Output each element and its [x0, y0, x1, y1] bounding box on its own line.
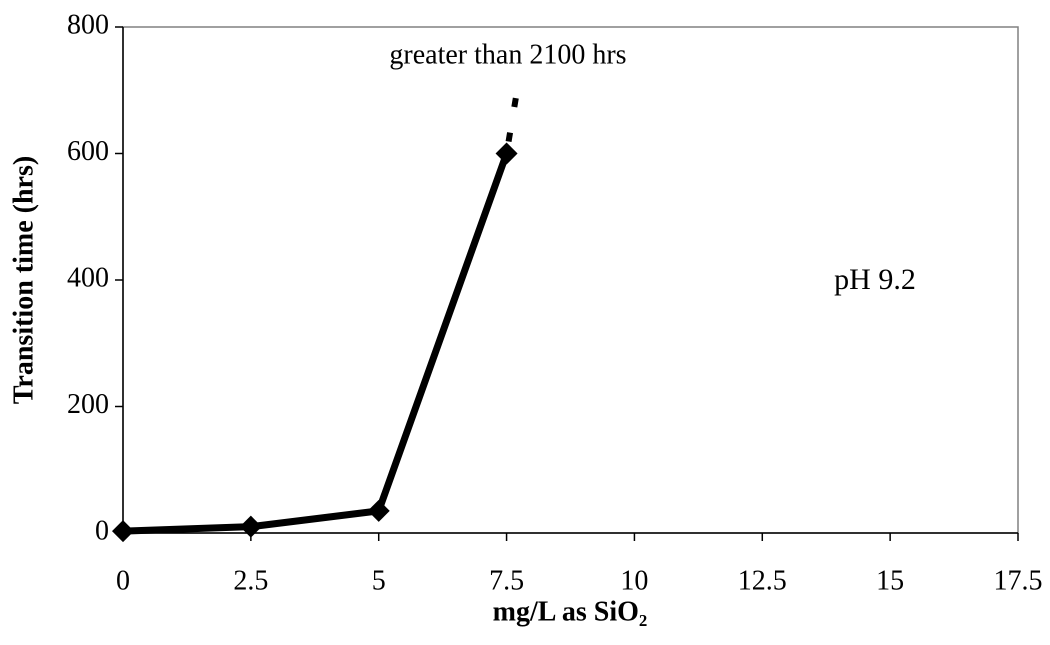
data-point: [239, 515, 262, 538]
annotation: greater than 2100 hrs: [389, 39, 626, 70]
y-tick-label: 600: [67, 136, 109, 167]
data-point: [495, 142, 518, 165]
x-tick-label: 10: [620, 565, 648, 596]
annotation: pH 9.2: [834, 263, 916, 296]
x-tick-label: 12.5: [738, 565, 787, 596]
x-axis-label: mg/L as SiO₂: [493, 596, 648, 627]
y-tick-label: 200: [67, 389, 109, 420]
y-tick-label: 0: [95, 515, 109, 546]
y-tick-label: 800: [67, 9, 109, 40]
x-tick-label: 7.5: [489, 565, 524, 596]
x-tick-label: 2.5: [233, 565, 268, 596]
data-point: [112, 520, 134, 543]
continuation: [505, 93, 520, 142]
x-tick-label: 5: [372, 565, 386, 596]
y-axis-label: Transition time (hrs): [8, 156, 39, 404]
data-point: [367, 499, 390, 522]
x-tick-label: 0: [116, 565, 130, 596]
series-line: [122, 152, 510, 535]
y-tick-label: 400: [67, 262, 109, 293]
x-tick-label: 15: [876, 565, 904, 596]
x-tick-label: 17.5: [994, 565, 1043, 596]
